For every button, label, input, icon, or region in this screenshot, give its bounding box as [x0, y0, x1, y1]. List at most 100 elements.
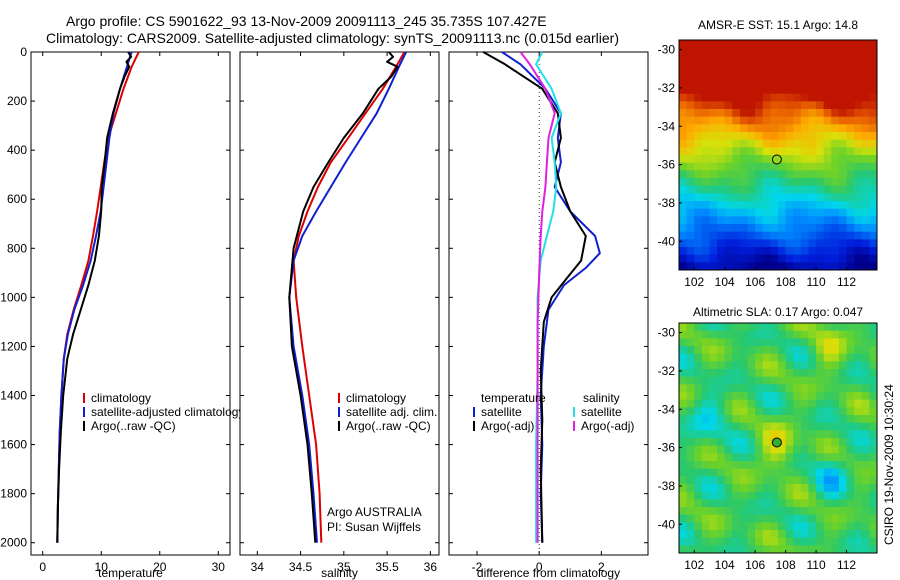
amsr-sst-cell [694, 78, 703, 87]
amsr-sst-cell [846, 78, 855, 87]
altimetric-sla-cell [747, 499, 756, 508]
amsr-sst-cell [717, 55, 726, 64]
altimetric-sla-cell [686, 453, 695, 462]
altimetric-sla-cell [793, 430, 802, 439]
altimetric-sla-cell [778, 514, 787, 523]
amsr-sst-cell [724, 231, 733, 240]
altimetric-sla-cell [755, 484, 764, 493]
amsr-sst-cell [800, 193, 810, 202]
amsr-sst-cell [838, 70, 848, 79]
amsr-sst-cell [762, 262, 771, 270]
altimetric-sla-cell [694, 499, 703, 508]
amsr-sst-cell [701, 254, 711, 263]
altimetric-sla-cell [762, 499, 771, 508]
altimetric-sla-cell [869, 361, 877, 370]
amsr-sst-cell [755, 55, 764, 64]
amsr-sst-cell [739, 93, 749, 102]
amsr-sst-cell [717, 262, 726, 270]
amsr-sst-cell [701, 47, 711, 56]
temperature-legend-label: satellite-adjusted climatology [91, 405, 244, 419]
altimetric-sla-cell [739, 384, 749, 393]
altimetric-sla-cell [793, 369, 802, 378]
amsr-sst-cell [816, 262, 825, 270]
altimetric-sla-cell [823, 422, 832, 431]
amsr-sst-cell [785, 193, 794, 202]
altimetric-sla-cell [755, 346, 764, 355]
altimetric-sla-cell [724, 468, 733, 477]
altimetric-sla-cell [701, 384, 711, 393]
amsr-sst-cell [854, 78, 863, 87]
amsr-sst-cell [686, 147, 695, 156]
altimetric-sla-cell [846, 491, 855, 500]
altimetric-sla-cell [724, 537, 733, 546]
altimetric-sla-cell [686, 353, 695, 362]
altimetric-sla-cell [694, 491, 703, 500]
altimetric-sla-cell [762, 399, 771, 408]
altimetric-sla-cell [808, 491, 817, 500]
altimetric-sla-cell [793, 392, 802, 401]
amsr-sst-cell [800, 247, 810, 256]
altimetric-sla-cell [679, 361, 688, 370]
amsr-sst-cell [732, 70, 741, 79]
altimetric-sla-cell [739, 399, 749, 408]
amsr-sst-cell [739, 70, 749, 79]
amsr-sst-cell [869, 47, 877, 56]
amsr-sst-cell [732, 262, 741, 270]
altimetric-sla-cell [694, 514, 703, 523]
amsr-sst-cell [709, 101, 718, 110]
altimetric-sla-cell [770, 530, 779, 539]
altimetric-sla-cell [724, 384, 733, 393]
amsr-sst-cell [793, 201, 802, 210]
altimetric-sla-cell [701, 499, 711, 508]
altimetric-sla-cell [823, 438, 832, 447]
amsr-sst-cell [808, 185, 817, 194]
amsr-sst-cell [846, 239, 855, 248]
altimetric-sla-cell [800, 468, 810, 477]
amsr-sst-cell [823, 262, 832, 270]
altimetric-sla-cell [770, 330, 779, 339]
sla-map-panel: Altimetric SLA: 0.17 Argo: 0.047 102 104 1… [658, 305, 878, 572]
amsr-sst-cell [778, 262, 787, 270]
amsr-sst-cell [701, 139, 711, 148]
amsr-sst-cell [778, 254, 787, 263]
altimetric-sla-cell [762, 545, 771, 553]
altimetric-sla-cell [770, 453, 779, 462]
altimetric-sla-cell [778, 484, 787, 493]
altimetric-sla-cell [701, 545, 711, 553]
amsr-sst-cell [831, 116, 840, 125]
altimetric-sla-cell [846, 476, 855, 485]
amsr-sst-cell [793, 78, 802, 87]
altimetric-sla-cell [823, 499, 832, 508]
altimetric-sla-cell [778, 507, 787, 516]
altimetric-sla-cell [709, 330, 718, 339]
altimetric-sla-cell [732, 338, 741, 347]
amsr-sst-cell [724, 147, 733, 156]
amsr-sst-cell [869, 101, 877, 110]
amsr-sst-cell [785, 178, 794, 187]
amsr-sst-cell [701, 231, 711, 240]
altimetric-sla-cell [800, 514, 810, 523]
altimetric-sla-cell [739, 415, 749, 424]
amsr-sst-cell [679, 231, 688, 240]
amsr-sst-cell [808, 254, 817, 263]
altimetric-sla-cell [686, 376, 695, 385]
altimetric-sla-cell [816, 422, 825, 431]
amsr-sst-cell [724, 86, 733, 95]
altimetric-sla-cell [793, 491, 802, 500]
altimetric-sla-cell [724, 392, 733, 401]
altimetric-sla-cell [854, 476, 863, 485]
altimetric-sla-cell [800, 399, 810, 408]
amsr-sst-cell [816, 78, 825, 87]
altimetric-sla-cell [770, 430, 779, 439]
altimetric-sla-cell [694, 445, 703, 454]
amsr-sst-cell [793, 70, 802, 79]
amsr-sst-cell [838, 231, 848, 240]
amsr-sst-cell [755, 254, 764, 263]
amsr-sst-cell [739, 239, 749, 248]
altimetric-sla-cell [747, 369, 756, 378]
altimetric-sla-cell [854, 361, 863, 370]
altimetric-sla-cell [679, 537, 688, 546]
altimetric-sla-cell [846, 392, 855, 401]
figure-title-line1: Argo profile: CS 5901622_93 13-Nov-2009 … [66, 13, 547, 29]
amsr-sst-cell [846, 101, 855, 110]
